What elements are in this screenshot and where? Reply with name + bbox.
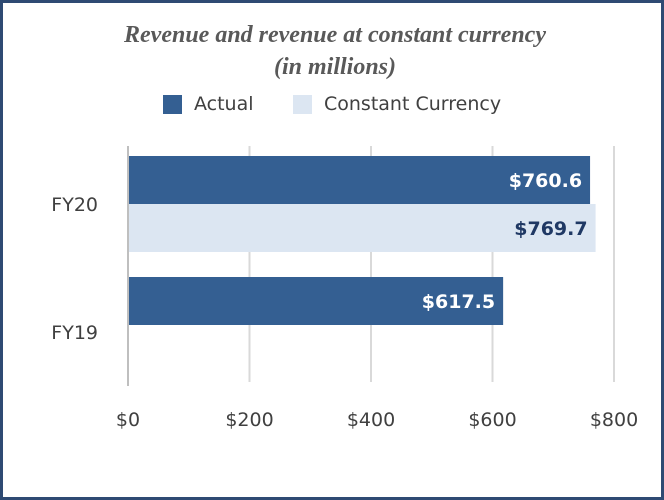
x-tick-label: $800 (590, 409, 638, 431)
bar (128, 156, 591, 204)
y-category-label: FY19 (51, 322, 98, 344)
y-category-label: FY20 (51, 194, 98, 216)
legend-item-constant-currency: Constant Currency (293, 90, 501, 118)
chart-legend: Actual Constant Currency (0, 90, 664, 118)
legend-label-constant-currency: Constant Currency (324, 93, 502, 115)
data-label: $760.6 (509, 170, 582, 192)
data-label: $617.5 (422, 291, 495, 313)
x-tick-label: $400 (347, 409, 395, 431)
chart-title: Revenue and revenue at constant currency… (3, 19, 664, 83)
bar (128, 277, 504, 325)
legend-swatch-actual (163, 94, 182, 114)
data-label: $769.7 (514, 218, 587, 240)
legend-label-actual: Actual (194, 93, 254, 115)
bar (128, 204, 596, 252)
x-tick-label: $200 (225, 409, 273, 431)
chart-title-line-1: Revenue and revenue at constant currency (124, 22, 546, 48)
legend-item-actual: Actual (163, 90, 254, 118)
x-tick-label: $600 (468, 409, 516, 431)
chart-title-line-2: (in millions) (273, 54, 397, 80)
x-tick-label: $0 (116, 409, 140, 431)
legend-swatch-constant-currency (293, 94, 312, 114)
